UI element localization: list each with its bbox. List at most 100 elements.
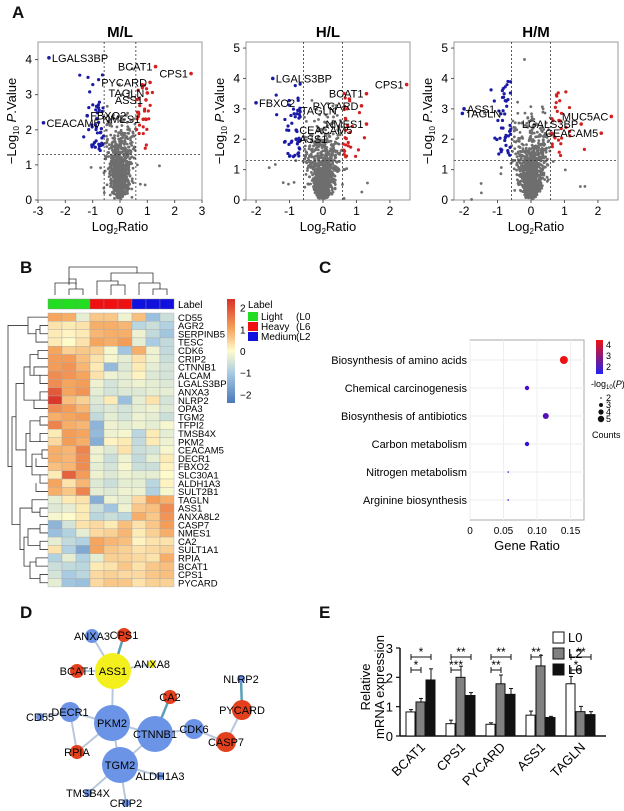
data-point-ns: [517, 121, 521, 125]
data-point-ns: [121, 191, 124, 195]
heatmap-cell: [159, 445, 175, 455]
network-node: [70, 745, 84, 759]
heatmap-cell: [131, 354, 147, 364]
x-tick-label: 0: [467, 526, 473, 537]
category-label: Arginine biosynthesis: [363, 495, 467, 507]
x-tick-label: -2: [459, 204, 470, 218]
column-group-cell: [61, 298, 77, 310]
data-point-down: [499, 147, 503, 151]
data-point-ns: [132, 156, 136, 160]
data-point-down: [493, 136, 497, 140]
data-point-ns: [113, 146, 117, 150]
data-point-down: [496, 118, 500, 123]
data-point-ns: [304, 160, 308, 164]
column-group-cell: [159, 298, 175, 310]
color-legend-tick: 3: [606, 351, 611, 361]
heatmap-cell: [159, 462, 175, 471]
heatmap-cell: [75, 379, 91, 388]
row-label: DECR1: [178, 454, 210, 465]
legend-label: Medium: [261, 332, 297, 343]
data-point-down: [296, 152, 300, 156]
network-node-label: CPS1: [110, 630, 139, 642]
dendrogram-branch: [54, 282, 77, 295]
heatmap-cell: [89, 312, 105, 322]
bar: [425, 679, 436, 737]
heatmap-cell: [61, 528, 77, 538]
data-point-ns: [273, 163, 277, 166]
heatmap-cell: [75, 345, 91, 355]
data-point-ns: [335, 149, 339, 153]
heatmap-cell: [159, 404, 175, 413]
row-label: PYCARD: [178, 578, 218, 589]
data-point-ns: [112, 192, 116, 196]
data-point-ns: [520, 150, 524, 153]
heatmap-cell: [131, 512, 147, 521]
data-point-down: [283, 139, 287, 144]
data-point-ns: [337, 142, 341, 146]
data-point-ns: [114, 176, 117, 179]
data-point-ns: [533, 175, 537, 179]
data-point-ns: [324, 113, 328, 117]
heatmap-cell: [145, 428, 161, 438]
data-point-ns: [545, 175, 549, 179]
data-point-ns: [533, 166, 537, 170]
heatmap-cell: [131, 503, 147, 513]
data-point-ns: [529, 134, 533, 138]
category-label: Biosynthesis of amino acids: [331, 355, 467, 367]
heatmap-cell: [145, 345, 161, 355]
dendrogram-branch: [7, 325, 28, 467]
data-point-ns: [512, 129, 516, 133]
legend-swatch: [248, 332, 258, 341]
data-point-ns: [525, 185, 529, 189]
data-point-ns: [267, 166, 271, 170]
heatmap-cell: [159, 329, 175, 339]
plot-frame: [245, 41, 411, 201]
heatmap-cell: [117, 412, 133, 422]
heatmap-cell: [47, 370, 63, 380]
heatmap-cell: [159, 553, 175, 563]
labeled-point: [599, 131, 604, 135]
gene-label: ASS1: [299, 134, 327, 146]
heatmap-cell: [47, 312, 63, 322]
data-point-ns: [510, 138, 514, 141]
heatmap-cell: [103, 412, 119, 422]
network-node-label: TMSB4X: [66, 788, 111, 800]
labeled-point: [85, 113, 89, 118]
data-point-up: [138, 103, 142, 108]
heatmap-cell: [61, 520, 77, 530]
legend-label: Heavy: [261, 322, 289, 333]
heatmap-cell: [103, 420, 119, 430]
data-point-ns: [319, 128, 323, 132]
data-point-ns: [520, 165, 524, 168]
gene-label: CPS1: [159, 69, 188, 81]
heatmap-cell: [131, 395, 147, 405]
heatmap-cell: [159, 487, 175, 496]
x-tick-label: -3: [33, 204, 44, 218]
heatmap-cell: [117, 354, 133, 364]
data-point-up: [560, 136, 564, 140]
data-point-ns: [120, 195, 124, 199]
dendrogram-branch: [35, 483, 48, 492]
heatmap-cell: [61, 412, 77, 422]
data-point-down: [92, 140, 97, 145]
network-node: [84, 789, 92, 797]
data-point-ns: [116, 176, 120, 180]
heatmap-cell: [159, 395, 175, 405]
x-tick-label: TAGLN: [548, 740, 589, 781]
heatmap-cell: [103, 470, 119, 480]
heatmap-cell: [159, 561, 175, 571]
labeled-point: [47, 56, 51, 60]
heatmap-cell: [159, 478, 175, 488]
data-point-ns: [525, 124, 529, 128]
data-point-ns: [316, 161, 320, 165]
data-point-ns: [104, 155, 107, 158]
gene-label: CEACAM5: [46, 118, 99, 130]
data-point-up: [344, 128, 348, 132]
data-point-ns: [333, 187, 337, 191]
heatmap-cell: [145, 329, 161, 339]
data-point-ns: [523, 58, 526, 61]
data-point-down: [88, 90, 92, 94]
data-point-ns: [337, 169, 341, 172]
